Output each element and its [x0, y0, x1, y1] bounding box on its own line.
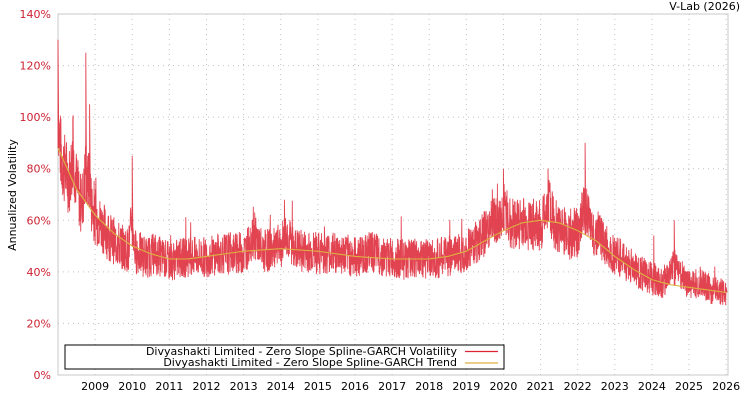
x-tick-label: 2009: [81, 380, 109, 393]
x-tick-label: 2015: [304, 380, 332, 393]
legend-box: [64, 344, 505, 370]
x-tick-label: 2025: [675, 380, 703, 393]
y-tick-label: 40%: [27, 266, 51, 279]
x-tick-label: 2023: [601, 380, 629, 393]
trend-series: [57, 147, 727, 294]
x-tick-label: 2016: [341, 380, 369, 393]
x-tick-label: 2020: [489, 380, 517, 393]
y-tick-label: 0%: [34, 369, 51, 382]
volatility-line: [57, 39, 728, 306]
x-tick-label: 2019: [452, 380, 480, 393]
trend-line: [57, 147, 727, 294]
x-tick-label: 2026: [712, 380, 740, 393]
y-tick-label: 100%: [20, 111, 51, 124]
y-axis-label: Annualized Volatility: [6, 139, 19, 251]
plot-frame: [57, 13, 729, 376]
x-tick-label: 2021: [527, 380, 555, 393]
legend-label-volatility: Divyashakti Limited - Zero Slope Spline-…: [146, 345, 458, 358]
credit-label: V-Lab (2026): [669, 0, 740, 13]
y-tick-label: 80%: [27, 163, 51, 176]
x-tick-label: 2022: [564, 380, 592, 393]
x-tick-label: 2010: [118, 380, 146, 393]
x-tick-label: 2011: [155, 380, 183, 393]
y-tick-label: 140%: [20, 8, 51, 21]
x-tick-label: 2014: [267, 380, 295, 393]
legend-label-trend: Divyashakti Limited - Zero Slope Spline-…: [163, 356, 457, 369]
y-tick-label: 120%: [20, 60, 51, 73]
x-tick-label: 2013: [230, 380, 258, 393]
x-tick-label: 2024: [638, 380, 666, 393]
x-tick-label: 2017: [378, 380, 406, 393]
y-tick-label: 60%: [27, 214, 51, 227]
grid-lines: [58, 14, 728, 375]
x-tick-label: 2012: [192, 380, 220, 393]
x-tick-label: 2018: [415, 380, 443, 393]
y-tick-label: 20%: [27, 317, 51, 330]
legend: Divyashakti Limited - Zero Slope Spline-…: [64, 344, 505, 370]
y-axis-ticks: 0% 20% 40% 60% 80% 100% 120% 140%: [20, 8, 51, 382]
volatility-series: [57, 39, 728, 306]
x-axis-ticks: 2009 2010 2011 2012 2013 2014 2015 2016 2017 2018…: [81, 380, 740, 393]
